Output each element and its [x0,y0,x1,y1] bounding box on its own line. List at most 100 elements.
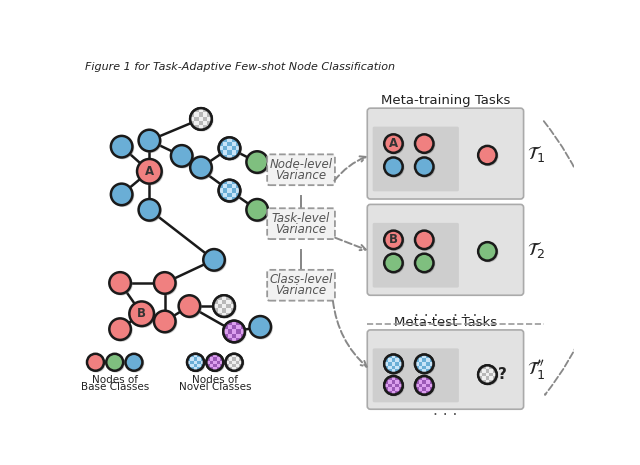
Circle shape [140,200,161,222]
Text: Base Classes: Base Classes [81,382,149,392]
Circle shape [154,272,175,294]
Circle shape [385,159,404,177]
Text: Variance: Variance [275,169,326,182]
FancyBboxPatch shape [372,223,459,287]
Circle shape [109,319,131,340]
Text: Novel Classes: Novel Classes [179,382,251,392]
Circle shape [478,146,497,164]
Circle shape [479,147,498,166]
Circle shape [127,355,143,372]
Circle shape [416,135,435,154]
Circle shape [416,232,435,250]
Circle shape [246,151,268,173]
Circle shape [137,159,162,184]
Circle shape [385,377,404,396]
Circle shape [191,109,213,131]
FancyBboxPatch shape [267,154,335,185]
Text: ?: ? [498,367,507,382]
Circle shape [204,250,226,272]
Circle shape [109,272,131,294]
Circle shape [416,356,435,374]
Text: Meta-test Tasks: Meta-test Tasks [394,316,497,329]
Circle shape [384,231,403,249]
Circle shape [220,139,241,160]
Circle shape [138,160,163,185]
Circle shape [219,180,240,201]
Circle shape [111,319,132,341]
Circle shape [204,249,225,271]
FancyBboxPatch shape [367,205,524,295]
Circle shape [88,355,105,372]
Text: B: B [389,233,398,246]
Circle shape [129,301,154,326]
Circle shape [385,232,404,250]
Circle shape [227,355,244,372]
Circle shape [214,296,236,318]
Circle shape [213,295,235,317]
Text: Support: Support [392,336,438,349]
FancyBboxPatch shape [367,108,524,199]
Circle shape [190,157,212,178]
Circle shape [478,365,497,384]
Circle shape [384,254,403,272]
Circle shape [415,254,433,272]
Text: A: A [145,165,154,178]
Circle shape [155,273,177,295]
Circle shape [246,199,268,220]
Circle shape [187,354,204,371]
Circle shape [415,158,433,176]
Circle shape [139,199,160,220]
Text: Nodes of: Nodes of [192,375,238,385]
Circle shape [111,184,132,205]
Text: Query: Query [472,114,508,127]
Text: Variance: Variance [275,284,326,297]
Text: Variance: Variance [275,223,326,236]
Circle shape [131,303,155,327]
Circle shape [112,137,134,159]
Circle shape [416,377,435,396]
FancyBboxPatch shape [367,330,524,409]
Circle shape [171,145,193,166]
Text: $\mathcal{T}_1$: $\mathcal{T}_1$ [527,144,545,164]
FancyBboxPatch shape [372,348,459,402]
Text: Task-level: Task-level [272,212,330,225]
Circle shape [415,231,433,249]
Text: Nodes of: Nodes of [92,375,138,385]
Text: . . .   . . .: . . . . . . [413,304,477,319]
FancyBboxPatch shape [267,270,335,301]
Circle shape [384,354,403,373]
Circle shape [478,242,497,260]
Circle shape [385,356,404,374]
Text: Query: Query [472,210,508,223]
FancyBboxPatch shape [372,126,459,191]
Circle shape [223,321,245,342]
Circle shape [125,354,143,371]
Circle shape [385,135,404,154]
Circle shape [172,146,194,168]
Text: . . .: . . . [433,403,458,418]
Text: Meta-training Tasks: Meta-training Tasks [381,94,510,107]
Text: Query: Query [472,336,508,349]
Circle shape [248,200,269,222]
Circle shape [479,243,498,262]
Circle shape [179,295,200,317]
Circle shape [106,354,123,371]
Circle shape [112,185,134,206]
Circle shape [384,134,403,153]
Circle shape [219,138,240,159]
FancyArrowPatch shape [544,121,598,395]
Text: B: B [137,307,146,320]
Circle shape [111,136,132,158]
Circle shape [220,181,241,202]
Circle shape [155,312,177,333]
Circle shape [416,255,435,273]
Text: Node-level: Node-level [269,158,333,171]
Circle shape [415,376,433,395]
Circle shape [188,355,205,372]
Text: Support: Support [392,114,438,127]
Circle shape [225,354,243,371]
Circle shape [191,158,213,179]
Text: A: A [389,137,398,150]
Circle shape [251,317,272,339]
Circle shape [206,354,223,371]
